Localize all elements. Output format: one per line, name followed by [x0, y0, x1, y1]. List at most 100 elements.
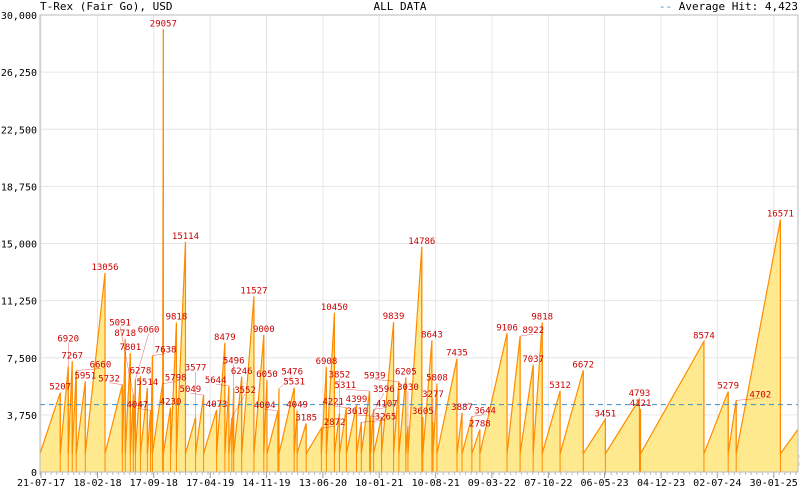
hit-value-label: 9106 [496, 323, 518, 333]
hit-value-label: 7638 [155, 346, 177, 356]
hit-value-label: 14786 [408, 237, 435, 247]
hit-value-label: 11527 [240, 286, 267, 296]
hit-value-label: 4230 [160, 398, 182, 408]
hit-value-label: 5808 [426, 374, 448, 384]
hit-value-label: 5951 [74, 371, 96, 381]
hit-value-label: 3852 [329, 370, 351, 380]
hit-value-label: 5311 [335, 381, 357, 391]
hit-value-label: 3030 [397, 383, 419, 393]
y-tick-label: 15,000 [1, 240, 37, 251]
hit-label-leader [264, 408, 278, 412]
hit-value-label: 6246 [231, 367, 253, 377]
hit-value-label: 8922 [522, 326, 544, 336]
hit-value-label: 6672 [572, 360, 594, 370]
hit-value-label: 4702 [750, 390, 772, 400]
hit-label-leader [76, 368, 101, 371]
average-legend-marker: -- [658, 0, 673, 13]
hit-value-label: 15114 [172, 232, 199, 242]
hit-label-leader [361, 420, 386, 423]
x-tick-label: 13-06-20 [299, 478, 347, 489]
x-tick-label: 10-08-21 [412, 478, 460, 489]
hit-value-label: 3185 [295, 413, 317, 423]
hit-value-label: 5207 [49, 383, 71, 393]
hit-value-label: 6920 [57, 335, 79, 345]
hit-value-label: 3605 [412, 407, 434, 417]
x-tick-label: 07-10-22 [524, 478, 572, 489]
hit-value-label: 5514 [137, 378, 159, 388]
hit-value-label: 10450 [321, 303, 348, 313]
hit-label-leader [152, 353, 166, 356]
chart-title: T-Rex (Fair Go), USD [40, 0, 173, 13]
hit-value-label: 5496 [223, 356, 245, 366]
hit-value-label: 8479 [214, 333, 236, 343]
hit-value-label: 3610 [347, 407, 369, 417]
hit-value-label: 16571 [767, 210, 794, 220]
hit-value-label: 5279 [717, 382, 739, 392]
hit-label-leader [520, 333, 534, 337]
hit-value-label: 2788 [469, 420, 491, 430]
x-tick-label: 04-12-23 [637, 478, 685, 489]
hit-value-label: 3265 [375, 412, 397, 422]
hit-value-label: 5531 [283, 378, 305, 388]
hit-value-label: 3596 [373, 385, 395, 395]
hit-value-label: 9839 [383, 312, 405, 322]
hit-value-label: 5939 [364, 372, 386, 382]
y-tick-label: 26,250 [1, 68, 37, 79]
hit-value-label: 3552 [234, 386, 256, 396]
hit-value-label: 5049 [180, 385, 202, 395]
hit-value-label: 2872 [324, 418, 346, 428]
hit-label-leader [373, 407, 387, 410]
jackpot-area [40, 29, 798, 473]
x-tick-label: 18-02-18 [73, 478, 121, 489]
hit-value-label: 13056 [91, 263, 118, 273]
hit-value-label: 4049 [286, 400, 308, 410]
hit-value-label: 5798 [165, 374, 187, 384]
hit-value-label: 4121 [630, 399, 652, 409]
hit-value-label: 7801 [119, 343, 141, 353]
hit-value-label: 7435 [446, 349, 468, 359]
hit-value-label: 5312 [549, 381, 571, 391]
x-tick-label: 09-03-22 [468, 478, 516, 489]
x-tick-label: 21-07-17 [17, 478, 65, 489]
legend: -- Average Hit: 4,423 [659, 0, 798, 14]
hit-value-label: 6278 [130, 366, 152, 376]
hit-value-label: 8574 [693, 331, 715, 341]
hit-label-leader [321, 426, 335, 429]
hit-value-label: 6050 [256, 370, 278, 380]
y-tick-label: 0 [31, 468, 37, 479]
hit-value-label: 6660 [90, 361, 112, 371]
hit-label-leader [278, 375, 293, 389]
hit-value-label: 3451 [595, 409, 617, 419]
hit-value-label: 6908 [316, 357, 338, 367]
average-legend-label: Average Hit: 4,423 [678, 0, 798, 13]
hit-value-label: 6205 [395, 367, 417, 377]
hit-label-leader [109, 382, 123, 385]
hit-value-label: 4221 [322, 398, 344, 408]
hit-label-leader [137, 408, 151, 411]
y-tick-label: 7,500 [7, 354, 37, 365]
hit-value-label: 3644 [474, 406, 496, 416]
x-tick-label: 14-11-19 [242, 478, 290, 489]
plot-frame [39, 14, 799, 473]
chart-range-label: ALL DATA [373, 0, 427, 13]
hit-value-label: 3887 [451, 403, 473, 413]
x-tick-label: 10-01-21 [355, 478, 403, 489]
hit-label-leader [471, 414, 486, 417]
hit-value-label: 4399 [346, 395, 368, 405]
hit-value-label: 8643 [421, 330, 443, 340]
hit-value-label: 4793 [629, 389, 651, 399]
hit-value-label: 4107 [376, 399, 398, 409]
hit-label-leader [333, 405, 347, 408]
hit-value-label: 6060 [138, 326, 160, 336]
hit-value-label: 7037 [522, 355, 544, 365]
x-tick-label: 17-09-18 [130, 478, 178, 489]
hit-value-label: 3577 [185, 364, 207, 374]
y-tick-label: 18,750 [1, 182, 37, 193]
y-tick-label: 3,750 [7, 411, 37, 422]
hit-label-leader [162, 381, 176, 384]
hit-label-leader [345, 388, 370, 392]
hit-label-leader [119, 326, 134, 395]
hit-value-label: 4047 [127, 400, 149, 410]
hit-value-label: 9000 [253, 325, 275, 335]
